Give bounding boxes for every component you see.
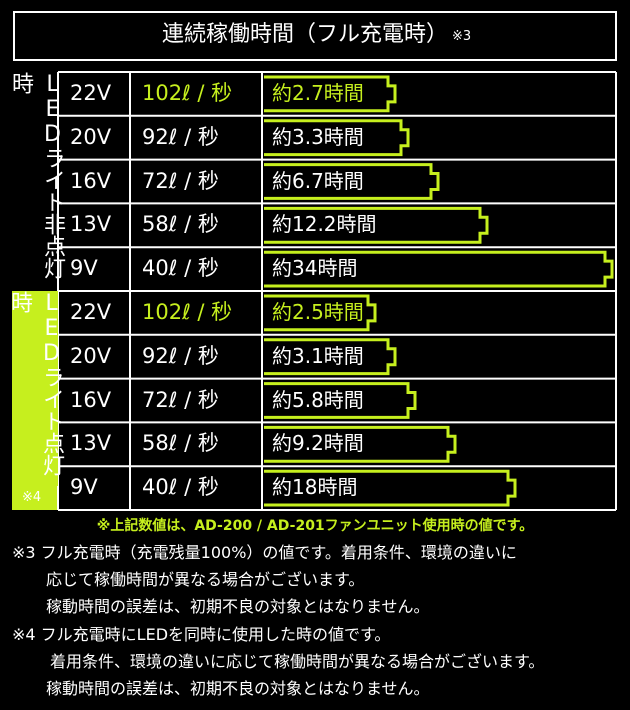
group-label: LEDライト点灯時 — [7, 291, 64, 486]
group-highlight — [12, 486, 58, 510]
header-title: 連続稼働時間（フル充電時） — [162, 22, 449, 47]
note-line: ※4 フル充電時にLEDを同時に使用した時の値です。 — [12, 625, 391, 644]
footnote: ※上記数値は、AD-200 / AD-201ファンユニット使用時の値です。 — [96, 518, 534, 534]
voltage: 9V — [70, 256, 98, 281]
battery-outline — [264, 119, 410, 157]
header-box — [13, 11, 617, 61]
run-time: 約2.5時間 — [272, 300, 364, 324]
run-time: 約9.2時間 — [272, 431, 364, 456]
run-time: 約2.7時間 — [272, 81, 364, 105]
note-line: 着用条件、環境の違いに応じて稼働時間が異なる場合がございます。 — [50, 652, 545, 671]
run-time: 約5.8時間 — [272, 387, 364, 412]
airflow: 58ℓ / 秒 — [142, 212, 219, 237]
airflow: 40ℓ / 秒 — [142, 475, 219, 500]
run-time: 約34時間 — [272, 256, 358, 281]
voltage: 16V — [70, 168, 112, 193]
battery-outline — [264, 250, 614, 288]
battery-outline — [264, 382, 417, 419]
header-note-mark: ※3 — [452, 29, 472, 44]
battery-outline — [264, 469, 517, 507]
voltage: 20V — [70, 124, 112, 149]
run-time: 約3.1時間 — [272, 343, 364, 368]
voltage: 22V — [70, 300, 112, 324]
battery-outline — [264, 163, 440, 200]
airflow: 72ℓ / 秒 — [142, 387, 219, 412]
note-line: 稼動時間の誤差は、初期不良の対象とはなりません。 — [46, 679, 430, 698]
battery-outline — [264, 425, 457, 463]
voltage: 13V — [70, 431, 112, 456]
airflow: 92ℓ / 秒 — [142, 343, 219, 368]
airflow: 102ℓ / 秒 — [142, 300, 233, 324]
note-line: 応じて稼働時間が異なる場合がございます。 — [46, 570, 365, 589]
battery-outline — [264, 294, 377, 332]
airflow: 58ℓ / 秒 — [142, 431, 219, 456]
run-time: 約12.2時間 — [272, 212, 377, 237]
note-line: 稼動時間の誤差は、初期不良の対象とはなりません。 — [46, 597, 430, 616]
group-note: ※4 — [22, 490, 42, 505]
airflow: 72ℓ / 秒 — [142, 168, 219, 193]
voltage: 20V — [70, 343, 112, 368]
battery-outline — [264, 338, 397, 376]
battery-outline — [264, 75, 397, 113]
airflow: 40ℓ / 秒 — [142, 256, 219, 281]
voltage: 22V — [70, 81, 112, 105]
run-time: 約6.7時間 — [272, 168, 364, 193]
battery-outline — [264, 206, 489, 244]
note-line: ※3 フル充電時（充電残量100%）の値です。着用条件、環境の違いに — [12, 543, 517, 562]
airflow: 102ℓ / 秒 — [142, 81, 233, 105]
run-time: 約3.3時間 — [272, 124, 364, 149]
group-label: LEDライト非点灯時 — [8, 72, 65, 279]
run-time: 約18時間 — [272, 475, 358, 500]
voltage: 16V — [70, 387, 112, 412]
voltage: 13V — [70, 212, 112, 237]
voltage: 9V — [70, 475, 98, 500]
airflow: 92ℓ / 秒 — [142, 124, 219, 149]
